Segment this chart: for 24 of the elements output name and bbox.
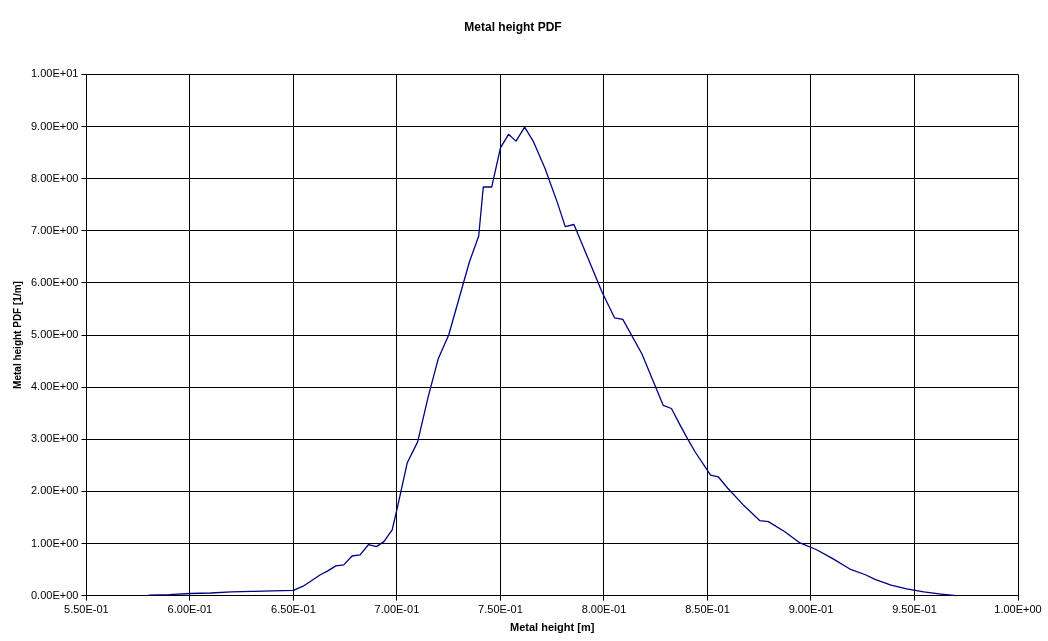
chart-title: Metal height PDF [464,19,562,34]
x-tick-label: 6.50E-01 [271,603,316,616]
y-tick-label: 2.00E+00 [31,484,79,497]
x-tick-label: 7.50E-01 [478,603,523,616]
x-tick-label: 9.50E-01 [892,603,937,616]
y-tick-label: 1.00E+00 [31,536,79,549]
y-tick-label: 5.00E+00 [31,328,79,341]
y-tick-label: 1.00E+01 [31,67,79,80]
y-tick-label: 9.00E+00 [31,119,79,132]
y-tick-label: 0.00E+00 [31,588,79,601]
y-tick-label: 4.00E+00 [31,380,79,393]
x-tick-label: 1.00E+00 [994,603,1042,616]
x-tick-label: 8.50E-01 [685,603,730,616]
x-tick-label: 9.00E-01 [788,603,834,616]
y-tick-label: 6.00E+00 [31,275,79,288]
y-tick-label: 7.00E+00 [31,223,79,236]
x-tick-label: 6.00E-01 [167,603,213,616]
x-tick-label: 5.50E-01 [64,603,109,616]
y-tick-label: 3.00E+00 [31,432,79,445]
y-axis-title: Metal height PDF [1/m] [11,281,23,389]
x-tick-label: 7.00E-01 [374,603,420,616]
y-tick-label: 8.00E+00 [31,171,79,184]
x-axis-title: Metal height [m] [510,621,595,634]
x-tick-label: 8.00E-01 [581,603,627,616]
